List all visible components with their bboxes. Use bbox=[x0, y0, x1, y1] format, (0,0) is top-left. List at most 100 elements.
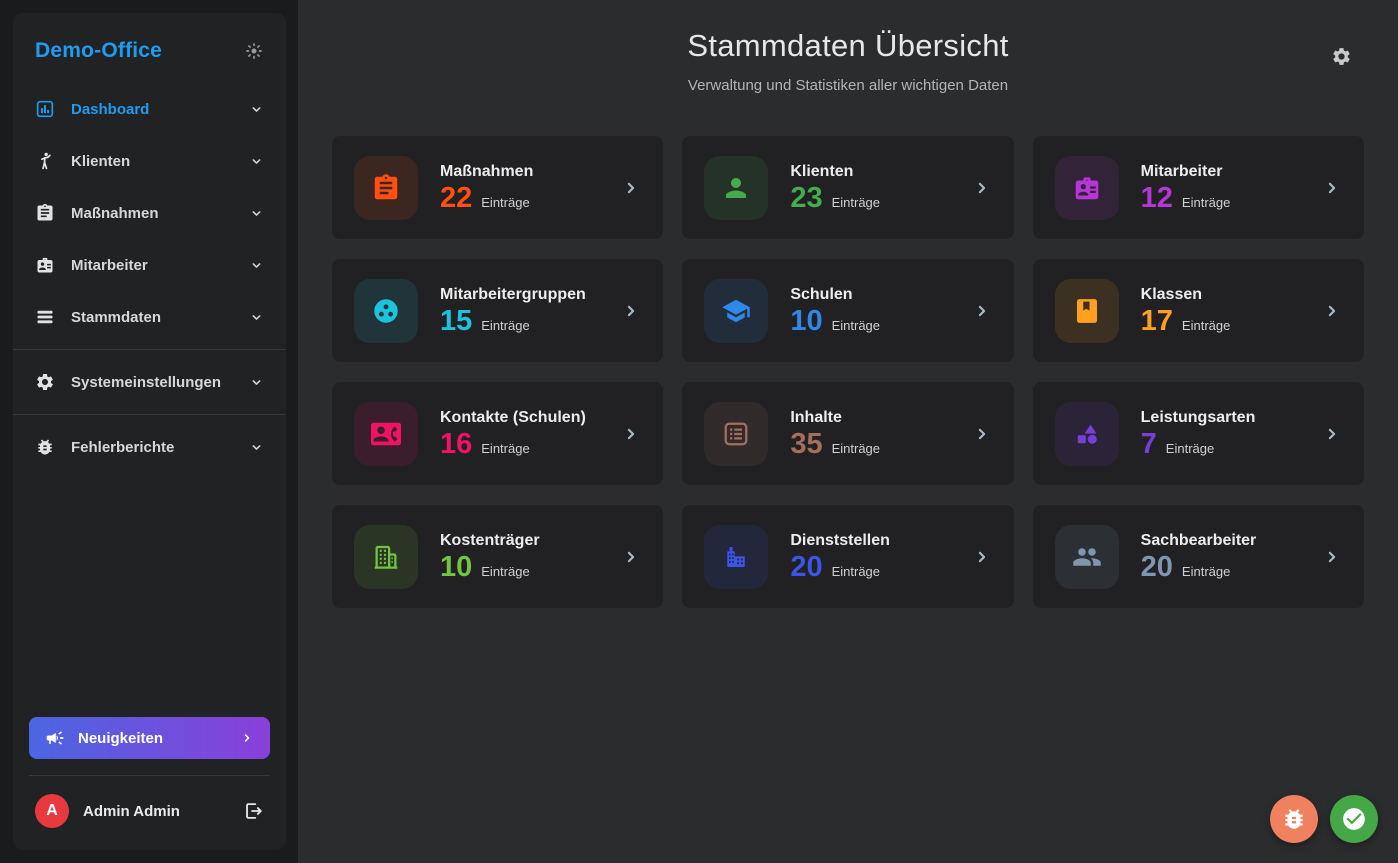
card-entries-label: Einträge bbox=[831, 317, 881, 333]
stat-card-ma-nahmen[interactable]: Maßnahmen 22 Einträge bbox=[332, 136, 664, 239]
chevron-right-icon[interactable] bbox=[621, 424, 641, 444]
badge-icon bbox=[1072, 173, 1102, 203]
sidebar-item-label: Klienten bbox=[71, 152, 131, 170]
bug-icon bbox=[35, 437, 55, 457]
stat-card-leistungsarten[interactable]: Leistungsarten 7 Einträge bbox=[1032, 382, 1364, 485]
clipboard-icon bbox=[371, 173, 401, 203]
card-title: Dienststellen bbox=[790, 531, 890, 549]
chevron-right-icon[interactable] bbox=[972, 301, 992, 321]
chevron-right-icon[interactable] bbox=[1322, 301, 1342, 321]
stat-card-inhalte[interactable]: Inhalte 35 Einträge bbox=[682, 382, 1014, 485]
card-icon-tile bbox=[704, 278, 769, 343]
card-title: Schulen bbox=[790, 285, 853, 303]
main-content: Stammdaten Übersicht Verwaltung und Stat… bbox=[298, 0, 1398, 863]
sidebar: Demo-Office Dashboard Klienten Maßnahmen… bbox=[0, 0, 298, 863]
sidebar-item-mitarbeiter[interactable]: Mitarbeiter bbox=[13, 239, 286, 291]
chevron-right-icon[interactable] bbox=[1322, 424, 1342, 444]
sidebar-item-stammdaten[interactable]: Stammdaten bbox=[13, 291, 286, 343]
school-icon bbox=[721, 296, 751, 326]
sidebar-item-label: Fehlerberichte bbox=[71, 438, 175, 456]
sidebar-item-label: Systemeinstellungen bbox=[71, 373, 222, 391]
chevron-right-icon[interactable] bbox=[972, 424, 992, 444]
card-entries-label: Einträge bbox=[831, 194, 881, 210]
card-icon-tile bbox=[354, 278, 418, 343]
stat-card-mitarbeiter[interactable]: Mitarbeiter 12 Einträge bbox=[1032, 136, 1364, 239]
stat-card-schulen[interactable]: Schulen 10 Einträge bbox=[682, 259, 1014, 362]
stat-card-kontakte-schulen[interactable]: Kontakte (Schulen) 16 Einträge bbox=[332, 382, 664, 485]
theme-toggle-sun-icon[interactable] bbox=[244, 41, 264, 61]
card-icon-tile bbox=[704, 401, 769, 466]
logout-icon[interactable] bbox=[242, 800, 264, 822]
chevron-down-icon[interactable] bbox=[249, 258, 264, 273]
chevron-right-icon[interactable] bbox=[1322, 547, 1342, 567]
card-title: Kontakte (Schulen) bbox=[440, 408, 586, 426]
card-count: 20 bbox=[790, 550, 823, 583]
chevron-right-icon[interactable] bbox=[621, 547, 641, 567]
stat-card-klienten[interactable]: Klienten 23 Einträge bbox=[682, 136, 1014, 239]
card-count: 17 bbox=[1140, 304, 1173, 337]
card-icon-tile bbox=[354, 524, 418, 589]
bug-icon bbox=[1281, 806, 1307, 832]
contacts-icon bbox=[371, 419, 401, 449]
badge-icon bbox=[35, 255, 55, 275]
sidebar-item-ma-nahmen[interactable]: Maßnahmen bbox=[13, 187, 286, 239]
chevron-right-icon[interactable] bbox=[621, 178, 641, 198]
card-title: Maßnahmen bbox=[440, 162, 534, 180]
sidebar-item-label: Mitarbeiter bbox=[71, 256, 148, 274]
sidebar-item-label: Maßnahmen bbox=[71, 204, 159, 222]
stat-card-sachbearbeiter[interactable]: Sachbearbeiter 20 Einträge bbox=[1032, 505, 1364, 608]
building-outline-icon bbox=[371, 542, 401, 572]
person-wave-icon bbox=[35, 151, 55, 171]
card-entries-label: Einträge bbox=[1165, 440, 1215, 456]
card-icon-tile bbox=[1054, 278, 1119, 343]
sidebar-nav: Dashboard Klienten Maßnahmen Mitarbeiter… bbox=[13, 83, 286, 473]
chevron-right-icon[interactable] bbox=[621, 301, 641, 321]
floating-buttons bbox=[1270, 795, 1378, 843]
settings-gear-icon[interactable] bbox=[1331, 46, 1352, 67]
user-profile[interactable]: A Admin Admin bbox=[13, 790, 286, 836]
card-title: Kostenträger bbox=[440, 531, 540, 549]
stat-card-dienststellen[interactable]: Dienststellen 20 Einträge bbox=[682, 505, 1014, 608]
card-title: Klassen bbox=[1140, 285, 1203, 303]
stat-card-klassen[interactable]: Klassen 17 Einträge bbox=[1032, 259, 1364, 362]
card-entries-label: Einträge bbox=[1181, 317, 1231, 333]
news-button[interactable]: Neuigkeiten bbox=[29, 717, 270, 759]
chevron-down-icon[interactable] bbox=[249, 375, 264, 390]
sidebar-item-dashboard[interactable]: Dashboard bbox=[13, 83, 286, 135]
chevron-down-icon[interactable] bbox=[249, 102, 264, 117]
stack-icon bbox=[35, 307, 55, 327]
avatar: A bbox=[35, 794, 69, 828]
stat-card-kostentr-ger[interactable]: Kostenträger 10 Einträge bbox=[332, 505, 664, 608]
check-circle-icon bbox=[1341, 806, 1367, 832]
card-entries-label: Einträge bbox=[1181, 563, 1231, 579]
user-name: Admin Admin bbox=[83, 802, 180, 820]
chevron-down-icon[interactable] bbox=[249, 206, 264, 221]
sidebar-item-klienten[interactable]: Klienten bbox=[13, 135, 286, 187]
sidebar-item-fehlerberichte[interactable]: Fehlerberichte bbox=[13, 421, 286, 473]
bug-report-fab-button[interactable] bbox=[1270, 795, 1318, 843]
stat-card-mitarbeitergruppen[interactable]: Mitarbeitergruppen 15 Einträge bbox=[332, 259, 664, 362]
card-entries-label: Einträge bbox=[831, 440, 881, 456]
chevron-right-icon[interactable] bbox=[972, 178, 992, 198]
sidebar-panel: Demo-Office Dashboard Klienten Maßnahmen… bbox=[13, 13, 286, 850]
chevron-down-icon[interactable] bbox=[249, 440, 264, 455]
card-count: 20 bbox=[1140, 550, 1173, 583]
card-title: Inhalte bbox=[790, 408, 842, 426]
chevron-right-icon[interactable] bbox=[1322, 178, 1342, 198]
page-subtitle: Verwaltung und Statistiken aller wichtig… bbox=[687, 77, 1009, 94]
chart-icon bbox=[35, 99, 55, 119]
card-title: Mitarbeitergruppen bbox=[440, 285, 586, 303]
chevron-right-icon[interactable] bbox=[972, 547, 992, 567]
chevron-down-icon[interactable] bbox=[249, 310, 264, 325]
card-count: 16 bbox=[440, 427, 473, 460]
card-title: Mitarbeiter bbox=[1140, 162, 1223, 180]
card-icon-tile bbox=[354, 401, 418, 466]
sidebar-item-systemeinstellungen[interactable]: Systemeinstellungen bbox=[13, 356, 286, 408]
shapes-icon bbox=[1072, 419, 1102, 449]
card-title: Leistungsarten bbox=[1140, 408, 1256, 426]
card-entries-label: Einträge bbox=[1181, 194, 1231, 210]
news-button-label: Neuigkeiten bbox=[78, 729, 164, 747]
confirm-fab-button[interactable] bbox=[1330, 795, 1378, 843]
chevron-down-icon[interactable] bbox=[249, 154, 264, 169]
user-divider bbox=[29, 775, 270, 776]
